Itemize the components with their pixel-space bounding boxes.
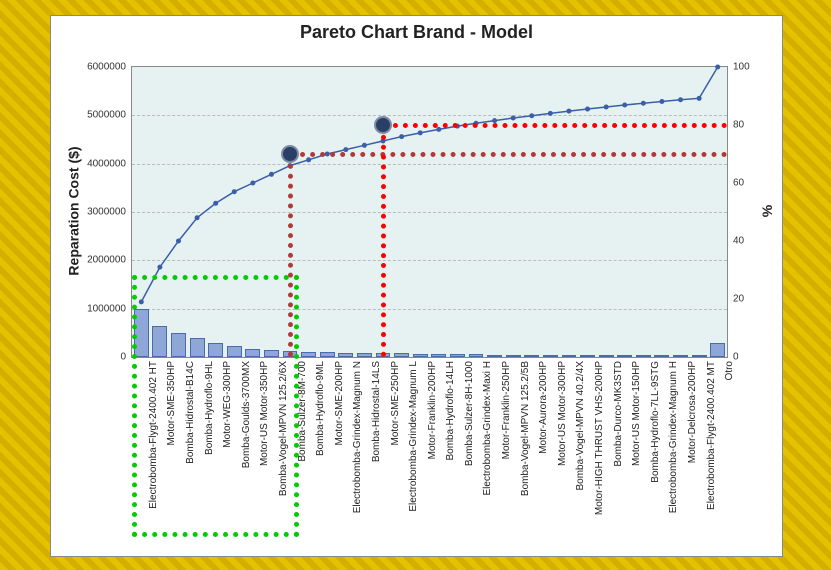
- cumulative-marker: [604, 105, 609, 110]
- cumulative-marker: [436, 127, 441, 132]
- x-tick-label: Bomba-Hydroflo-7LL-9STG: [650, 361, 661, 483]
- x-tick-label: Electrobomba-Flygt-2400.402 HT: [148, 361, 159, 509]
- cumulative-marker: [250, 181, 255, 186]
- y-tick-label: 6000000: [87, 62, 126, 73]
- y-tick-label: 0: [120, 352, 126, 363]
- cumulative-marker: [697, 96, 702, 101]
- x-tick-label: Motor-Aurora-200HP: [538, 361, 549, 454]
- x-tick-label: Motor-Franklin-200HP: [427, 361, 438, 459]
- x-tick-label: Bomba-Hidrostal-B14C: [185, 361, 196, 464]
- x-tick-label: Bomba-Hydroflo-9ML: [315, 361, 326, 456]
- cumulative-marker: [157, 265, 162, 270]
- x-tick-label: Electrobomba-Grindex-Magnum L: [408, 361, 419, 512]
- y-tick-label: 3000000: [87, 207, 126, 218]
- cumulative-marker: [678, 97, 683, 102]
- x-tick-label: Motor-Delcrosa-200HP: [687, 361, 698, 463]
- cumulative-marker: [418, 130, 423, 135]
- chart-frame: Pareto Chart Brand - Model Reparation Co…: [50, 15, 783, 557]
- x-tick-label: Bomba-Vogel-MPVN 40.2/4X: [575, 361, 586, 491]
- x-tick-label: Motor-SME-250HP: [390, 361, 401, 445]
- x-tick-label: Bomba-Hydroflo-14LH: [445, 361, 456, 461]
- x-tick-label: Bomba-Sulzer-8H-1000: [464, 361, 475, 466]
- x-tick-label: Motor-SME-200HP: [334, 361, 345, 445]
- x-tick-label: Bomba-Vogel-MPVN 125.2/6X: [278, 361, 289, 496]
- x-tick-label: Electrobomba-Grindex-Magnum N: [352, 361, 363, 513]
- y-tick-label: 1000000: [87, 303, 126, 314]
- x-tick-label: Electrobomba-Flygt-2400.402 MT: [706, 361, 717, 510]
- plot-area: 0100000020000003000000400000050000006000…: [131, 66, 728, 358]
- y2-tick-label: 80: [733, 120, 744, 131]
- y2-axis-title-text: %: [759, 205, 775, 217]
- cumulative-marker: [548, 111, 553, 116]
- chart-title: Pareto Chart Brand - Model: [51, 22, 782, 43]
- cumulative-marker: [566, 109, 571, 114]
- cumulative-marker: [362, 143, 367, 148]
- cumulative-marker: [306, 157, 311, 162]
- cumulative-marker: [641, 101, 646, 106]
- x-tick-label: Motor-WEG-300HP: [222, 361, 233, 448]
- cumulative-marker: [213, 201, 218, 206]
- y-tick-label: 4000000: [87, 158, 126, 169]
- cumulative-marker: [659, 99, 664, 104]
- x-tick-label: Bomba-Sulzer-8M-700: [297, 361, 308, 462]
- x-tick-label: Electrobomba-Grindex-Maxi H: [482, 361, 493, 496]
- cumulative-marker: [399, 134, 404, 139]
- cumulative-marker: [288, 163, 293, 168]
- cumulative-marker: [622, 102, 627, 107]
- cumulative-marker: [325, 152, 330, 157]
- page-background: Pareto Chart Brand - Model Reparation Co…: [0, 0, 831, 570]
- cumulative-marker: [585, 107, 590, 112]
- y2-tick-label: 40: [733, 236, 744, 247]
- x-tick-label: Motor-US Motor-300HP: [557, 361, 568, 466]
- cumulative-marker: [492, 118, 497, 123]
- x-tick-label: Motor-US Motor-350HP: [259, 361, 270, 466]
- cumulative-marker: [195, 215, 200, 220]
- x-tick-label: Electrobomba-Grindex-Magnum H: [668, 361, 679, 513]
- cumulative-marker: [473, 121, 478, 126]
- x-tick-label: Bomba-Hidrostal-14LS: [371, 361, 382, 462]
- x-tick-label: Motor-HIGH THRUST VHS-200HP: [594, 361, 605, 515]
- x-tick-label: Motor-US Motor-150HP: [631, 361, 642, 466]
- y2-tick-label: 100: [733, 62, 750, 73]
- cumulative-marker: [232, 189, 237, 194]
- x-tick-label: Bomba-Hydroflo-9HL: [204, 361, 215, 455]
- y2-tick-label: 60: [733, 178, 744, 189]
- cumulative-line: [141, 67, 717, 302]
- cumulative-marker: [455, 124, 460, 129]
- y2-axis-title: %: [758, 66, 776, 356]
- cumulative-marker: [139, 299, 144, 304]
- x-tick-label: Bomba-Durco-MK3STD: [613, 361, 624, 467]
- cumulative-marker: [715, 65, 720, 70]
- x-tick-label: Otro: [724, 361, 735, 380]
- cumulative-line-layer: [132, 67, 727, 357]
- y-axis-title-text: Reparation Cost ($): [66, 146, 82, 275]
- cumulative-marker: [176, 239, 181, 244]
- x-tick-label: Motor-SME-350HP: [166, 361, 177, 445]
- y-tick-label: 2000000: [87, 255, 126, 266]
- x-tick-label: Bomba-Vogel-MPVN 125.2/5B: [520, 361, 531, 496]
- y2-tick-label: 20: [733, 294, 744, 305]
- cumulative-marker: [343, 147, 348, 152]
- cumulative-marker: [269, 172, 274, 177]
- y-tick-label: 5000000: [87, 110, 126, 121]
- x-tick-label: Motor-Franklin-250HP: [501, 361, 512, 459]
- cumulative-marker: [529, 113, 534, 118]
- cumulative-marker: [381, 138, 386, 143]
- y-axis-title: Reparation Cost ($): [65, 66, 83, 356]
- x-tick-label: Bomba-Goulds-3700MX: [241, 361, 252, 468]
- cumulative-marker: [511, 116, 516, 121]
